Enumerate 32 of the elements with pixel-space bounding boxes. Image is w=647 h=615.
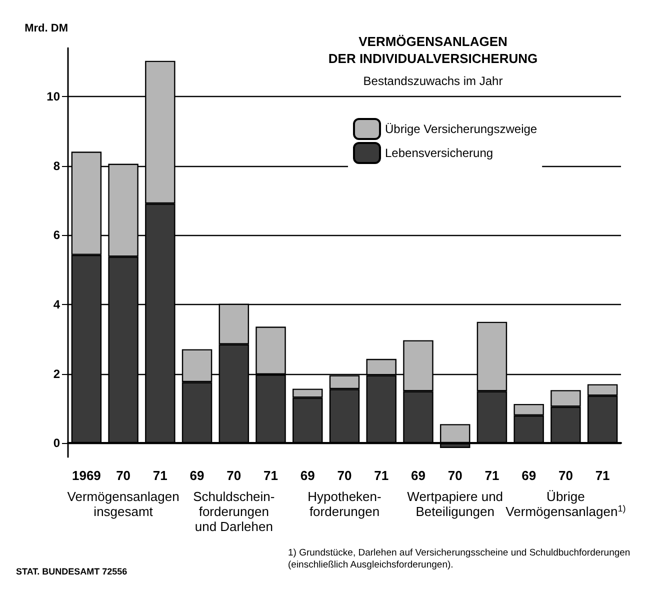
chart-title: VERMÖGENSANLAGEN DER INDIVIDUALVERSICHERUNG — [328, 34, 538, 66]
legend-label: Lebensversicherung — [385, 146, 494, 160]
text: Bestandszuwachs im Jahr — [363, 74, 503, 88]
x-tick-label: 70 — [448, 468, 462, 483]
text: Schuldschein- forderungen und Darlehen — [193, 489, 275, 534]
x-tick-label: 71 — [374, 468, 389, 483]
y-tick-label: 2 — [53, 366, 60, 381]
x-tick-label: 70 — [226, 468, 242, 483]
x-tick-label: 70 — [116, 468, 131, 483]
y-axis-title: Mrd. DM — [24, 22, 68, 34]
text: Hypotheken- forderungen — [308, 489, 382, 519]
x-tick-label: 1969 — [72, 468, 101, 483]
x-tick-label: 71 — [152, 468, 168, 483]
legend-label: Übrige Versicherungszweige — [385, 122, 538, 136]
y-tick-label: 6 — [53, 228, 60, 242]
x-tick-label: 71 — [264, 468, 278, 483]
x-tick-label: 70 — [558, 468, 573, 483]
x-tick-label: 70 — [337, 468, 352, 483]
y-tick-label: 4 — [53, 297, 60, 312]
y-tick-label: 0 — [53, 436, 60, 450]
x-tick-label: 69 — [522, 468, 536, 483]
x-tick-label: 69 — [300, 468, 315, 483]
text: 1) Grundstücke, Darlehen auf Versicherungsscheine und Schuldbuchforderungen (einschließlich Ausgleichsforderungen). — [288, 548, 630, 570]
x-tick-label: 69 — [190, 468, 204, 483]
x-tick-label: 71 — [595, 468, 610, 483]
text: Vermögensanlagen insgesamt — [67, 489, 180, 519]
x-tick-label: 69 — [411, 468, 426, 483]
x-tick-label: 71 — [484, 468, 500, 483]
y-tick-label: 10 — [46, 90, 60, 104]
text: STAT. BUNDESAMT 72556 — [16, 566, 128, 576]
text: Wertpapiere und Beteiligungen — [407, 489, 504, 519]
y-tick-label: 8 — [53, 158, 60, 173]
